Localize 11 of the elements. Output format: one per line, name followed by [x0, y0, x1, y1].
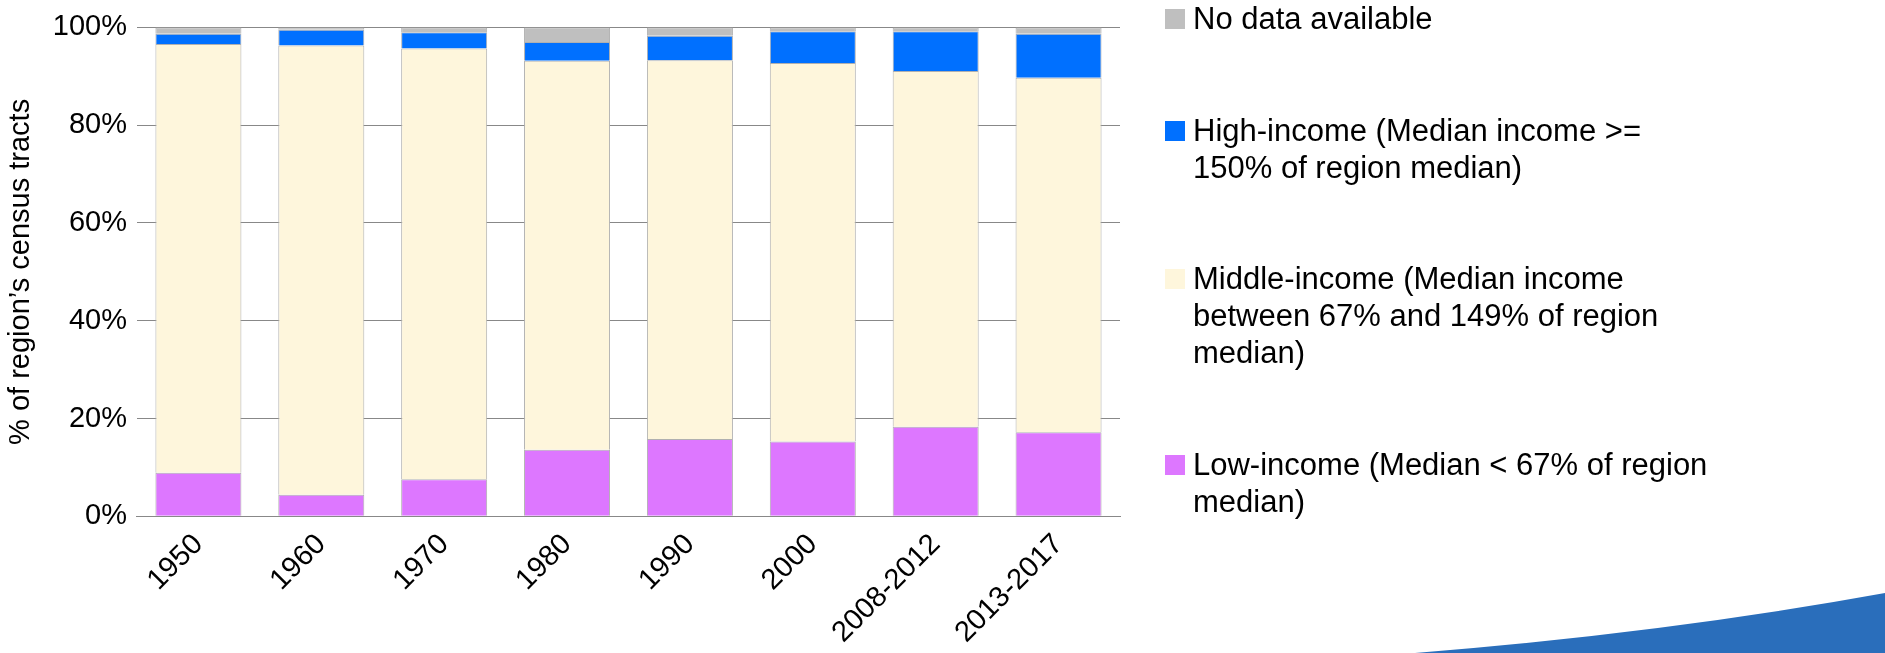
y-tick-label: 20%: [68, 400, 127, 433]
y-tick-label: 60%: [68, 204, 127, 237]
y-tick-label: 0%: [85, 498, 127, 531]
legend-label: High-income (Median income >= 150% of region median): [1193, 111, 1642, 186]
legend-label: Low-income (Median < 67% of region median): [1193, 445, 1709, 520]
y-tick-label: 40%: [68, 302, 127, 335]
legend-label: No data available: [1193, 0, 1433, 37]
y-axis-title: % of region’s census tracts: [3, 98, 36, 445]
legend-label: Middle-income (Median income between 67% and 149% of region median): [1193, 260, 1660, 372]
y-tick-label: 80%: [68, 107, 127, 140]
y-tick-label: 100%: [52, 9, 127, 42]
